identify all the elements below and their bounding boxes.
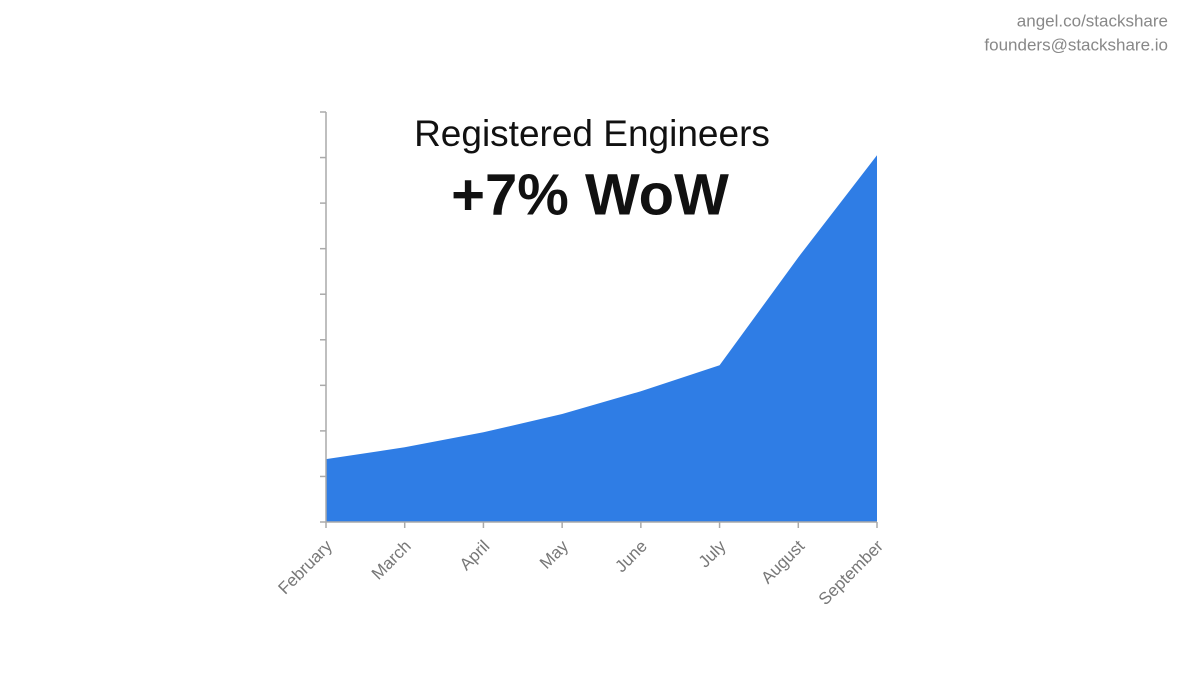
chart-subtitle: +7% WoW bbox=[451, 162, 729, 227]
x-tick-label: March bbox=[368, 537, 415, 584]
x-tick-label: July bbox=[695, 536, 730, 571]
x-tick-label: September bbox=[815, 536, 887, 608]
chart-title: Registered Engineers bbox=[414, 113, 770, 154]
x-tick-label: April bbox=[456, 537, 493, 574]
contact-link: angel.co/stackshare bbox=[1017, 11, 1168, 30]
area bbox=[326, 155, 877, 522]
x-tick-label: August bbox=[757, 536, 808, 587]
x-tick-label: May bbox=[536, 536, 572, 572]
x-tick-label: February bbox=[274, 536, 336, 598]
contact-email: founders@stackshare.io bbox=[984, 35, 1168, 54]
x-tick-label: June bbox=[611, 537, 651, 577]
